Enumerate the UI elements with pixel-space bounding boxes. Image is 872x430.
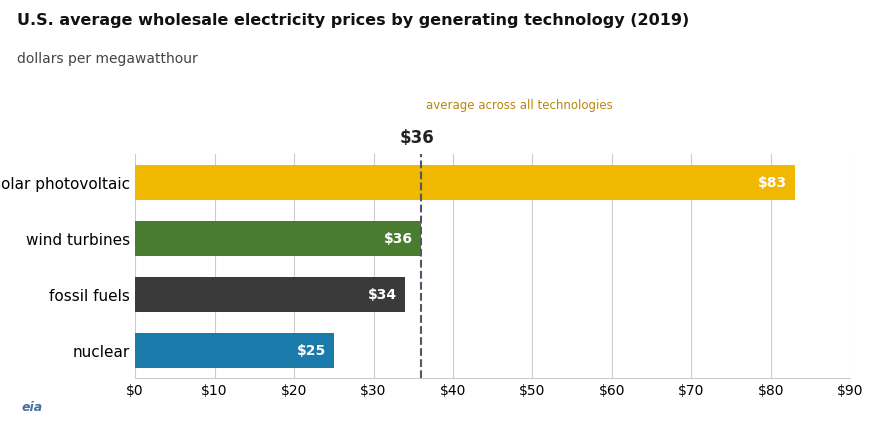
- Bar: [135, 333, 334, 368]
- Text: average across all technologies: average across all technologies: [426, 99, 612, 112]
- Text: $83: $83: [758, 176, 787, 190]
- Text: U.S. average wholesale electricity prices by generating technology (2019): U.S. average wholesale electricity price…: [17, 13, 690, 28]
- Text: dollars per megawatthour: dollars per megawatthour: [17, 52, 198, 65]
- Text: $25: $25: [296, 344, 326, 357]
- Text: $36: $36: [385, 232, 413, 246]
- Bar: [135, 166, 794, 200]
- Text: eia: eia: [22, 400, 43, 413]
- Text: $36: $36: [399, 128, 434, 146]
- Bar: [135, 221, 421, 256]
- Bar: [135, 277, 405, 312]
- Text: $34: $34: [368, 288, 398, 301]
